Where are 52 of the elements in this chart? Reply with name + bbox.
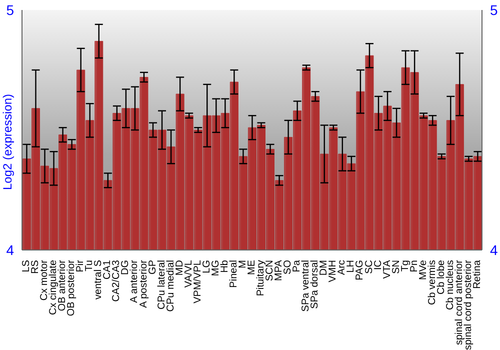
x-tick-label: GP — [147, 260, 158, 274]
x-tick-label: Cb lobe — [436, 260, 447, 294]
x-tick-label: Pa — [292, 260, 303, 272]
x-tick-label: ventral S — [93, 260, 104, 300]
y2-tick-label: 4 — [490, 242, 498, 258]
x-tick-label: SN — [390, 260, 402, 274]
x-tick-label: VTA — [382, 260, 393, 279]
x-tick-label: DG — [120, 260, 132, 275]
x-tick-label: SPa dorsal — [310, 260, 321, 309]
x-tick-label: Cx cingulate — [48, 260, 60, 316]
x-tick-label: SCN — [264, 260, 276, 282]
x-tick-label: LG — [201, 260, 212, 274]
x-tick-label: Pir — [75, 259, 86, 272]
x-tick-label: Cb vermis — [426, 260, 438, 306]
x-tick-label: LS — [21, 260, 32, 272]
x-tick-label: RS — [30, 260, 42, 274]
x-tick-label: VPM/VPL — [192, 260, 204, 304]
x-tick-label: Pn — [408, 260, 420, 272]
x-tick-label: M — [237, 260, 248, 268]
x-tick-label: MPA — [274, 260, 285, 281]
x-tick-label: OB anterior — [57, 259, 68, 312]
x-tick-label: Tu — [84, 260, 96, 272]
x-tick-label: Arc — [336, 260, 348, 275]
x-tick-label: CPu medial — [165, 260, 176, 312]
y-axis-title: Log2 (expression) — [0, 94, 14, 190]
x-tick-label: A posterior — [138, 259, 150, 308]
x-tick-label: Retina — [472, 260, 483, 289]
x-tick-label: Pineal — [228, 260, 240, 288]
x-tick-label: spinal cord posterior — [462, 259, 474, 350]
x-tick-label: Pituitary — [256, 260, 267, 296]
x-tick-label: MVe — [418, 260, 429, 280]
x-tick-label: ME — [246, 260, 258, 275]
x-tick-label: Hb — [219, 260, 230, 273]
y2-tick-label: 5 — [490, 2, 498, 18]
x-tick-label: CPu lateral — [156, 260, 168, 310]
x-tick-label: SO — [282, 260, 294, 274]
x-tick-label: OB posterior — [66, 259, 78, 316]
x-tick-label: spinal cord anterior — [454, 259, 465, 346]
x-tick-label: MG — [210, 260, 222, 276]
x-tick-label: Tg — [400, 260, 411, 272]
x-tick-label: CA1 — [102, 260, 114, 280]
x-tick-label: Cb nucleus — [444, 260, 456, 310]
x-tick-label: IC — [372, 260, 384, 270]
x-tick-label: SC — [364, 260, 375, 274]
x-tick-label: A anterior — [129, 259, 140, 303]
x-tick-label: PAG — [354, 260, 366, 280]
x-tick-label: DM — [318, 260, 330, 276]
x-tick-label: VA/VL — [183, 260, 194, 288]
x-tick-label: MD — [174, 260, 186, 276]
x-tick-label: VMH — [328, 260, 339, 282]
x-tick-label: LH — [346, 260, 357, 273]
x-tick-label: CA2/CA3 — [111, 260, 122, 302]
